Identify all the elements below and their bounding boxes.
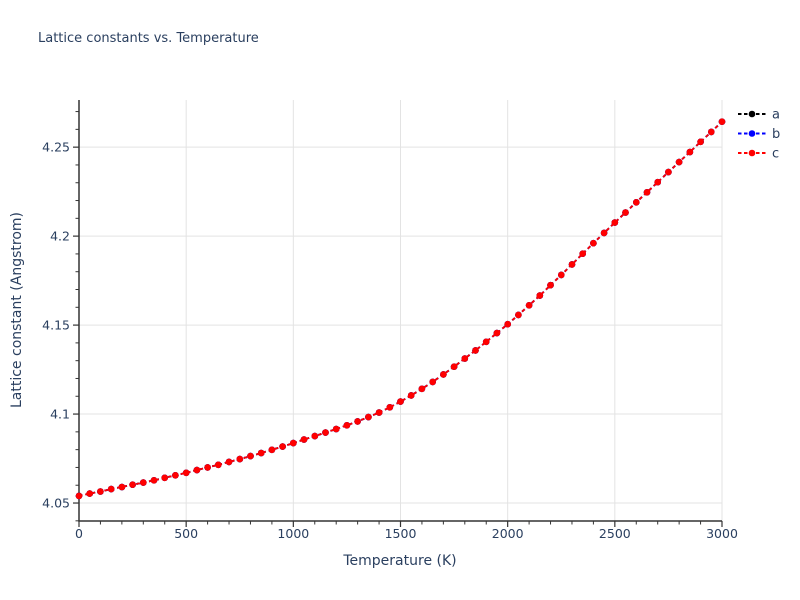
series-c-marker [407,392,415,399]
series-c-marker [365,413,372,421]
series-c-marker [718,118,726,125]
series-c-marker [643,189,651,196]
series-c-marker [493,329,501,337]
series-c-marker [461,355,469,362]
series-c-marker [150,477,158,484]
series-c-marker [375,409,383,416]
series-c-marker [204,464,211,471]
y-tick-label: 4.05 [42,495,70,510]
series-c-marker [450,363,458,371]
series-c-marker [686,148,694,156]
legend-marker-b [748,130,756,137]
series-c-marker [418,385,426,393]
series-c-marker [172,472,179,479]
series-c-marker [536,292,544,299]
series-c-marker [129,481,136,489]
legend-label-c: c [772,147,779,162]
series-c-marker [193,466,201,474]
series-c-marker [440,371,447,378]
series-c-marker [675,158,683,166]
series-c-marker [515,311,522,319]
legend-marker-c [748,149,756,157]
x-tick-label: 500 [174,526,198,541]
series-c-marker [97,488,104,495]
x-tick-label: 3000 [706,526,738,541]
series-c-marker [600,229,608,237]
legend-item-a[interactable]: a [738,108,780,123]
series-c-marker [558,271,565,279]
series-c-marker [633,199,640,206]
x-tick-label: 1000 [277,526,309,541]
series-c-marker [654,178,661,186]
x-axis-title: Temperature (K) [343,553,457,569]
legend-label-a: a [772,108,780,123]
legend-label-b: b [772,127,780,142]
series-c-marker [118,483,126,491]
series-c-marker [161,474,168,482]
series-c-marker [140,479,147,486]
series-c-marker [75,492,83,500]
series-c-marker [311,432,319,440]
legend: abc [738,108,780,162]
chart-title: Lattice constants vs. Temperature [38,31,259,46]
legend-item-c[interactable]: c [738,147,779,162]
series-c-marker [547,281,554,289]
series-c-marker [397,398,404,405]
series-c-marker [665,168,672,176]
series-c-marker [622,209,629,216]
series-c-marker [290,439,297,447]
x-tick-label: 1500 [385,526,417,541]
y-tick-label: 4.2 [50,228,70,243]
series-c-marker [697,138,704,146]
series-c-marker [386,404,394,411]
series-c-marker [579,250,586,257]
series-c-marker [472,347,479,354]
series-c-marker [568,261,576,268]
series-c-marker [504,320,512,328]
legend-marker-a [748,110,756,118]
series-c-marker [225,458,233,466]
series-c-marker [611,219,619,226]
series-c-marker [429,378,437,386]
series-c-marker [247,452,254,460]
series-c-marker [482,338,490,346]
x-tick-label: 2000 [492,526,524,541]
series-c-marker [708,128,715,136]
series-c-marker [332,425,340,433]
series-c-marker [300,436,308,443]
series-c-marker [182,469,190,477]
x-tick-label: 2500 [599,526,631,541]
series-c-marker [279,443,286,450]
plot-area[interactable] [79,100,722,521]
series-c-marker [86,490,93,497]
series-c-marker [215,461,222,469]
x-tick-label: 0 [75,526,83,541]
axis-lines [78,100,722,522]
series-c-marker [322,429,329,436]
y-tick-label: 4.25 [42,139,70,154]
legend-item-b[interactable]: b [738,127,780,142]
series-c-marker [268,446,276,454]
series-c-marker [236,455,244,463]
series-c-marker [354,418,361,425]
series-c-marker [257,449,265,457]
y-tick-label: 4.1 [50,406,70,421]
series-c-markers [75,118,726,500]
series-c-marker [343,422,351,429]
y-tick-label: 4.15 [42,317,70,332]
series-c-marker [590,239,597,247]
series-c-marker [107,485,115,493]
series-c-marker [525,302,533,309]
